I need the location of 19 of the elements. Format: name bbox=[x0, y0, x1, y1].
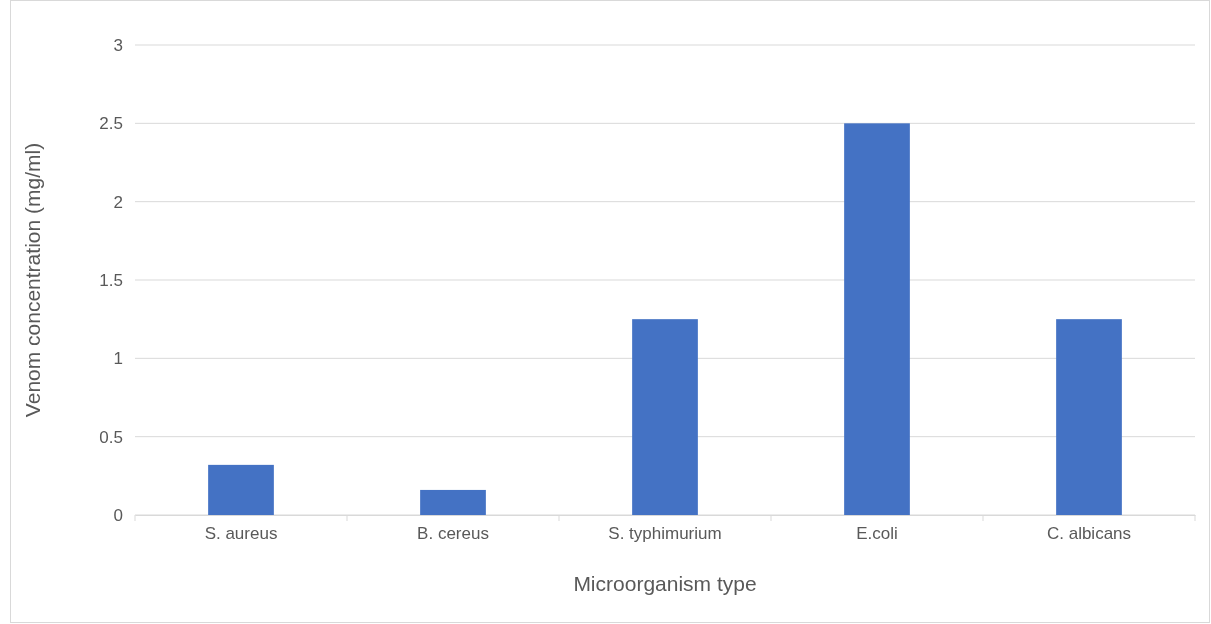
y-tick-label: 0 bbox=[113, 505, 123, 525]
x-axis-title: Microorganism type bbox=[573, 572, 757, 595]
bar bbox=[208, 464, 274, 515]
y-tick-label: 3 bbox=[113, 35, 123, 55]
y-tick-label: 1.5 bbox=[99, 270, 123, 290]
x-tick-label: E.coli bbox=[856, 524, 898, 544]
y-axis-title: Venom concentration (mg/ml) bbox=[21, 142, 44, 418]
y-tick-label: 2.5 bbox=[99, 114, 123, 134]
x-tick-label: S. aureus bbox=[204, 524, 278, 544]
x-tick-label: S. typhimurium bbox=[608, 524, 722, 544]
y-tick-label: 2 bbox=[113, 192, 123, 212]
x-tick-label: C. albicans bbox=[1046, 524, 1132, 544]
bar bbox=[632, 319, 698, 515]
x-tick-label: B. cereus bbox=[417, 524, 489, 544]
bar bbox=[1056, 319, 1122, 515]
y-tick-label: 0.5 bbox=[99, 427, 123, 447]
y-tick-label: 1 bbox=[113, 349, 123, 369]
bar bbox=[420, 489, 486, 515]
bar bbox=[844, 123, 910, 515]
